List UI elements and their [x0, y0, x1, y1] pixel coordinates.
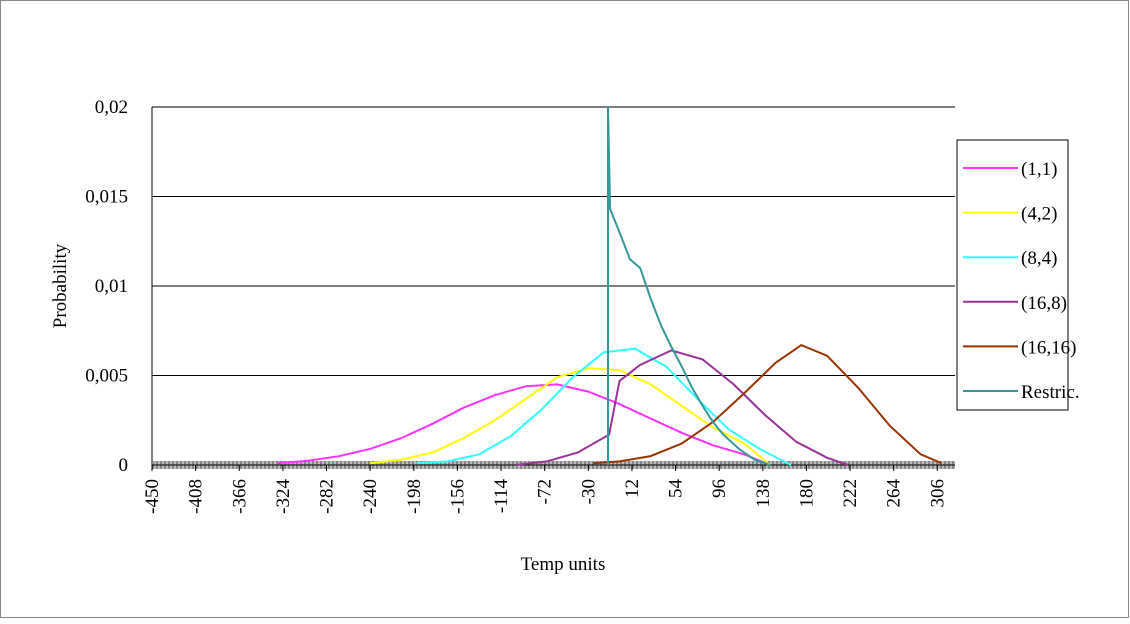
legend-label: (16,16) [1021, 337, 1076, 358]
series-line [416, 347, 792, 466]
x-tick-label: -366 [229, 479, 250, 514]
x-tick-label: -114 [491, 479, 512, 514]
x-tick-label: 54 [666, 479, 687, 499]
series-line [370, 367, 771, 466]
x-tick-label: -450 [142, 479, 163, 514]
y-tick-label: 0,01 [95, 276, 128, 297]
series-line [593, 343, 942, 465]
x-tick-label: -324 [273, 479, 294, 514]
x-tick-label: -30 [578, 479, 599, 504]
legend-label: (1,1) [1021, 159, 1057, 180]
x-tick-label: -408 [186, 479, 207, 514]
series-line [607, 106, 771, 466]
x-tick-label: 264 [884, 479, 905, 508]
y-tick-label: 0,005 [85, 366, 128, 387]
y-axis-title: Probability [50, 243, 71, 328]
x-axis-title: Temp units [521, 554, 606, 575]
x-tick-label: 180 [796, 479, 817, 508]
legend-label: Restric. [1021, 382, 1080, 403]
x-tick-label: -198 [404, 479, 425, 514]
x-tick-label: -282 [317, 479, 338, 514]
y-tick-label: 0,02 [95, 97, 128, 118]
legend-label: (4,2) [1021, 204, 1057, 225]
x-tick-label: -240 [360, 479, 381, 514]
x-tick-label: 138 [753, 479, 774, 508]
legend-label: (16,8) [1021, 293, 1067, 314]
x-tick-label: 12 [622, 479, 643, 498]
x-tick-label: 306 [927, 479, 948, 508]
legend [956, 139, 1069, 411]
x-tick-label: 222 [840, 479, 861, 508]
x-tick-label: -72 [535, 479, 556, 504]
y-tick-label: 0 [119, 455, 129, 476]
y-tick-label: 0,015 [85, 187, 128, 208]
x-tick-label: -156 [447, 479, 468, 514]
series-line [515, 349, 849, 466]
x-tick-label: 96 [709, 479, 730, 498]
legend-label: (8,4) [1021, 248, 1057, 269]
